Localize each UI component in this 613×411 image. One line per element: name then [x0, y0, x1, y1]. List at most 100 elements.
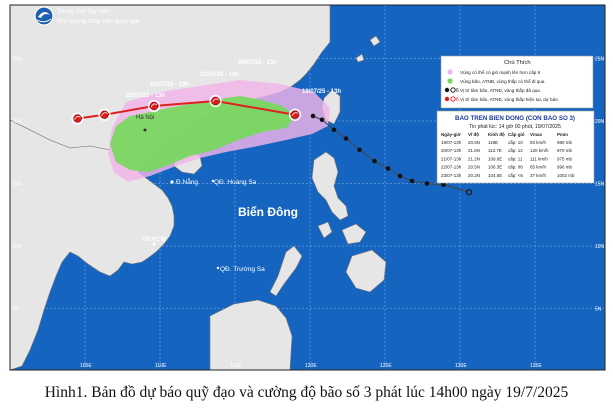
bulletin-cell: 120 km/h — [530, 148, 549, 153]
bulletin-cell: 20.5N — [468, 165, 480, 170]
bulletin-header-cell: Vĩ độ — [468, 132, 479, 137]
svg-text:6: 6 — [456, 97, 459, 103]
latitude-label: 20N — [12, 119, 22, 125]
mindanao-island — [345, 249, 387, 293]
longitude-label: 110E — [155, 363, 167, 369]
forecast-point-ring — [147, 99, 161, 113]
bulletin-cell: 21.6N — [468, 148, 480, 153]
bulletin-rows: 19/07-13h 20.5N 119E cấp: 10 93 km/h 980 mb 20… — [441, 140, 575, 178]
past-track-point — [441, 182, 446, 188]
storm-swirl-icon — [212, 98, 219, 103]
bulletin-cell: cấp: 10 — [508, 140, 523, 145]
bulletin-header-cell: Pmin — [557, 132, 568, 137]
longitude-label: 120E — [305, 363, 317, 369]
hcm-dot — [152, 242, 156, 246]
bulletin-header-cell: Cấp gió — [508, 131, 525, 137]
legend-past-symbols: 6 — [444, 87, 459, 94]
forecast-point-ring — [98, 108, 111, 121]
forecast-time-label: 19/07/25 - 13h — [302, 89, 341, 95]
bulletin-cell: 93 km/h — [530, 140, 547, 145]
bulletin-box — [436, 110, 595, 184]
bulletin-cell: 119E — [488, 140, 498, 145]
latitude-label: 25N — [595, 57, 605, 63]
mindoro-island — [317, 221, 333, 239]
borneo-island — [209, 299, 293, 370]
past-track-point — [397, 173, 403, 179]
bulletin-header-row: Ngày-giờ Vĩ độ Kinh độ Cấp gió Vmax Pmin — [441, 131, 568, 137]
legend-item: Vị trí tâm bão, ATNĐ, vùng thấp hiện tại… — [460, 97, 558, 102]
hoang-sa-label: QĐ. Hoàng Sa — [214, 179, 257, 186]
agency-logo-wave — [36, 18, 52, 23]
agency-logo-icon — [34, 6, 54, 26]
forecast-time-label: 22/07/25 - 13h — [150, 82, 189, 88]
agency-name-line1: Trung tâm Dự báo — [57, 8, 110, 15]
svg-text:6: 6 — [456, 88, 459, 94]
forecast-track-points — [71, 94, 302, 125]
island-dot — [216, 266, 220, 270]
bulletin-cell: 20.5N — [468, 140, 480, 145]
bulletin-cell: 980 mb — [557, 140, 573, 145]
bulletin-cell: 111 km/h — [530, 156, 548, 161]
latitude-labels: 25N 20N 15N 10N 5N — [595, 57, 605, 313]
latitude-label: 5N — [12, 307, 19, 313]
palawan-island — [269, 245, 303, 297]
forecast-time-labels: 19/07/25 - 13h 20/07/25 - 13h 21/07/25 -… — [126, 60, 341, 99]
da-nang-dot — [170, 180, 174, 184]
forecast-time-label: 20/07/25 - 13h — [238, 60, 277, 66]
bulletin-cell: 106.3E — [488, 165, 502, 170]
longitude-labels: 105E 110E 115E 120E 125E 130E 135E 140E — [80, 363, 613, 369]
storm-forecast-map: Hà Nội Đ.Nẵng QĐ. Hoàng Sa Biển Đông TP.… — [9, 4, 613, 371]
latitude-labels: 25N 20N 15N 10N 5N — [12, 57, 22, 313]
latitude-label: 15N — [12, 182, 22, 188]
bulletin-header-cell: Kinh độ — [488, 132, 505, 137]
legend-item: Vị trí tâm bão, ATNĐ, vùng thấp đã qua — [460, 88, 540, 93]
latitude-label: 10N — [595, 244, 605, 250]
ha-noi-dot — [143, 128, 147, 132]
legend-wind-swatch — [447, 69, 453, 75]
past-track-point — [310, 113, 316, 119]
luzon-island — [311, 151, 349, 221]
bulletin-cell: 113.7E — [488, 148, 502, 153]
storm-swirl-icon — [101, 112, 108, 116]
latitude-label: 20N — [595, 119, 605, 125]
bulletin-cell: 65 km/h — [530, 165, 547, 170]
bulletin-cell: 21.2N — [468, 156, 480, 161]
longitude-label: 125E — [380, 363, 392, 369]
past-track-point — [319, 117, 325, 123]
legend-item: Vùng có thể có gió mạnh lên hơn cấp 6 — [460, 69, 541, 75]
bulletin-cell: 996 mb — [557, 165, 573, 170]
longitude-label: 130E — [455, 363, 467, 369]
figure-caption: Hình1. Bản đồ dự báo quỹ đạo và cường độ… — [44, 383, 569, 401]
legend-box — [440, 55, 594, 109]
da-nang-label: Đ.Nẵng — [176, 177, 198, 186]
bulletin-issued: Tin phát lúc: 14 giờ 00 phút, 19/07/2025 — [469, 124, 561, 130]
bulletin-cell: cấp: <6 — [508, 173, 523, 178]
longitude-label: 135E — [530, 363, 542, 369]
legend-cone-swatch — [447, 78, 453, 84]
past-track-point — [343, 136, 349, 141]
bulletin-cell: 23/07-13h — [441, 173, 462, 178]
past-track-point — [372, 158, 377, 164]
bulletin-cell: cấp: 11 — [508, 156, 523, 161]
bulletin-header-cell: Ngày-giờ — [441, 132, 462, 137]
past-track-point — [424, 181, 430, 186]
bulletin-cell: 975 mb — [557, 156, 573, 161]
legend-item: Vùng bão, ATNĐ, vùng thấp có thể đi qua — [460, 78, 545, 84]
storm-swirl-icon — [74, 115, 81, 120]
bulletin-cell: 104.5E — [488, 173, 502, 178]
bulletin-cell: 21/07-13h — [441, 156, 462, 161]
past-track-point — [385, 166, 391, 171]
visayas-islands — [341, 223, 367, 245]
past-track-line — [312, 115, 470, 193]
longitude-label: 105E — [80, 363, 92, 369]
latitude-label: 10N — [12, 244, 22, 250]
forecast-point-ring — [288, 108, 302, 121]
bulletin-cell: cấp: 08 — [508, 165, 523, 170]
bulletin-cell: 20.2N — [468, 173, 480, 178]
latitude-label: 5N — [595, 307, 602, 313]
forecast-time-label: 21/07/25 - 13h — [200, 72, 239, 78]
island-dot — [211, 179, 215, 183]
longitude-label: 115E — [230, 363, 242, 369]
map-border — [9, 4, 606, 371]
bulletin-header-cell: Vmax — [530, 132, 543, 137]
